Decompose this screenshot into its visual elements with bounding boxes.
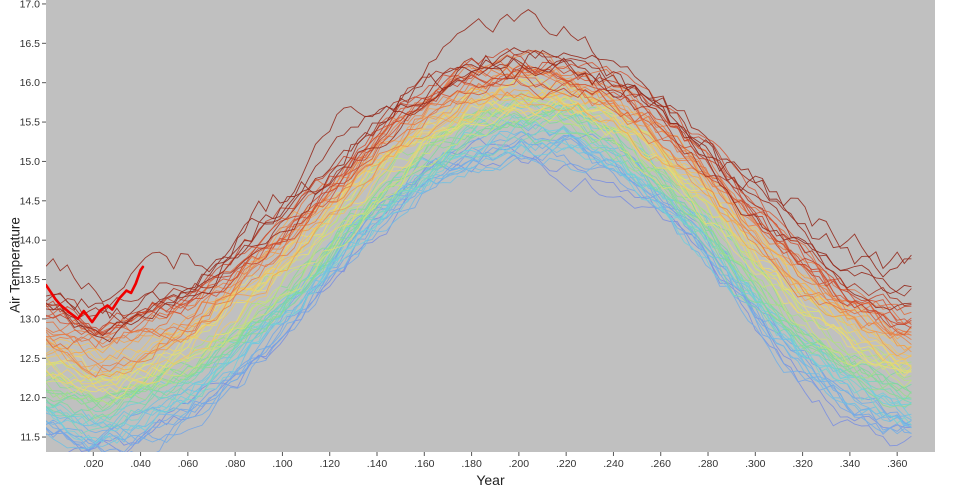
y-tick-label: 12.0	[20, 392, 41, 404]
y-tick-label: 14.5	[20, 195, 41, 207]
ensemble-line	[46, 79, 912, 361]
ensemble-line	[46, 96, 912, 381]
ensemble-line	[46, 92, 912, 381]
x-tick-label: .360	[887, 458, 908, 470]
x-tick-label: .200	[509, 458, 530, 470]
x-tick-label: .020	[83, 458, 104, 470]
ensemble-line	[46, 64, 912, 339]
x-tick-label: .260	[651, 458, 672, 470]
ensemble-line	[46, 68, 912, 336]
ensemble-line	[46, 90, 912, 394]
x-tick-label: .060	[178, 458, 199, 470]
y-tick-label: 17.0	[20, 0, 41, 10]
y-tick-label: 11.5	[20, 432, 40, 444]
ensemble-line	[46, 91, 912, 360]
x-tick-label: .100	[272, 458, 293, 470]
ensemble-line	[46, 47, 912, 337]
y-tick-label: 14.0	[20, 235, 41, 247]
ensemble-line	[46, 122, 912, 445]
ensemble-lines-group	[46, 9, 912, 452]
x-tick-label: .180	[461, 458, 482, 470]
ensemble-line	[46, 91, 912, 400]
y-tick-label: 12.5	[20, 353, 41, 365]
y-tick-label: 15.5	[20, 117, 41, 129]
x-tick-label: .160	[414, 458, 435, 470]
ensemble-line	[46, 155, 912, 449]
x-tick-label: .220	[556, 458, 577, 470]
y-tick-label: 13.0	[20, 313, 41, 325]
observed-red-line	[46, 265, 145, 324]
y-tick-label: 16.5	[20, 38, 41, 50]
plot-area	[46, 0, 935, 452]
x-tick-label: .300	[745, 458, 766, 470]
y-axis-label: Air Temperature	[7, 217, 23, 313]
x-tick-label: .280	[698, 458, 719, 470]
ensemble-line	[46, 120, 912, 412]
x-tick-label: .140	[367, 458, 388, 470]
ensemble-line	[46, 131, 912, 444]
ensemble-line	[46, 108, 912, 422]
y-tick-label: 15.0	[20, 156, 41, 168]
ensemble-line	[46, 61, 912, 335]
ensemble-line	[46, 88, 912, 393]
ensemble-line	[46, 126, 912, 430]
ensemble-line	[46, 132, 912, 446]
ensemble-line	[46, 70, 912, 368]
y-tick-label: 13.5	[20, 274, 41, 286]
x-tick-label: .120	[320, 458, 341, 470]
x-tick-label: .080	[225, 458, 246, 470]
x-tick-label: .240	[603, 458, 624, 470]
ensemble-line	[46, 60, 912, 349]
ensemble-line	[46, 49, 912, 325]
ensemble-line	[46, 74, 912, 373]
ensemble-line	[46, 100, 912, 399]
ensemble-line	[46, 55, 912, 318]
ensemble-line	[46, 99, 912, 405]
y-tick-label: 16.0	[20, 77, 41, 89]
ensemble-line	[46, 9, 912, 303]
ensemble-line	[46, 50, 912, 320]
ensemble-line	[46, 87, 912, 380]
x-tick-label: .340	[840, 458, 861, 470]
ensemble-line	[67, 137, 912, 452]
x-tick-label: .040	[130, 458, 151, 470]
ensemble-line	[46, 100, 912, 388]
x-axis-label: Year	[476, 472, 505, 488]
x-tick-label: .320	[792, 458, 813, 470]
ensemble-line	[46, 102, 912, 402]
ensemble-line	[46, 89, 912, 373]
